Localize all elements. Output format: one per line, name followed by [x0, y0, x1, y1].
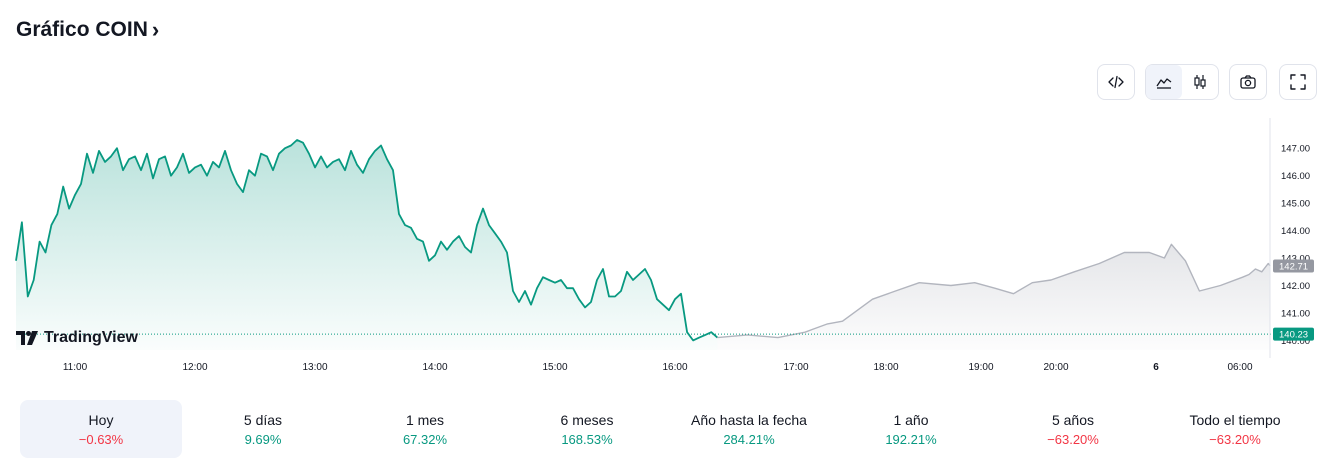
extended-hours-area	[717, 244, 1271, 350]
price-tick-label: 147.00	[1281, 144, 1310, 155]
time-tick-label: 11:00	[63, 362, 88, 373]
price-axis: 147.00 146.00 145.00 144.00 143.00 142.00 141.…	[1269, 118, 1314, 358]
range-tab-label: 1 año	[893, 411, 929, 428]
range-tab-change: −63.20%	[1047, 431, 1099, 447]
time-tick-label: 14:00	[422, 362, 447, 373]
candlestick-icon	[1194, 75, 1206, 89]
range-tab-change: 67.32%	[402, 431, 448, 447]
range-tab-label: Todo el tiempo	[1189, 411, 1281, 428]
last-price-badge	[1273, 259, 1314, 273]
range-tab[interactable]: 1 año 192.21%	[830, 400, 992, 458]
range-tab[interactable]: 1 mes 67.32%	[344, 400, 506, 458]
candlestick-button[interactable]	[1182, 65, 1218, 99]
range-tab[interactable]: 5 días 9.69%	[182, 400, 344, 458]
previous-close-badge	[1273, 327, 1314, 341]
range-tab-label: 1 mes	[405, 411, 445, 428]
time-axis: 11:00 12:00 13:00 14:00 15:00 16:00 17:00 18:00…	[63, 362, 1253, 373]
snapshot-group	[1229, 64, 1267, 100]
chart-style-group	[1145, 64, 1219, 100]
range-tab-change: 168.53%	[561, 431, 613, 447]
regular-session-line	[15, 139, 718, 342]
plot-area	[15, 139, 1272, 350]
time-tick-label: 16:00	[662, 362, 687, 373]
range-tab-change: 9.69%	[244, 431, 282, 447]
range-tab[interactable]: Todo el tiempo −63.20%	[1154, 400, 1316, 458]
price-tick-label: 144.00	[1281, 226, 1310, 237]
range-tab-label: 5 años	[1051, 411, 1095, 428]
tradingview-logo-icon	[16, 331, 38, 345]
time-tick-label: 13:00	[302, 362, 327, 373]
price-tick-label: 146.00	[1281, 171, 1310, 182]
camera-icon	[1240, 75, 1256, 89]
price-tick-label: 142.00	[1281, 281, 1310, 292]
time-tick-label: 06:00	[1227, 362, 1252, 373]
last-price-label: 142.71	[1279, 261, 1308, 272]
time-tick-label: 12:00	[182, 362, 207, 373]
range-tab[interactable]: 5 años −63.20%	[992, 400, 1154, 458]
regular-session-area	[16, 140, 718, 350]
range-tab-label: 5 días	[243, 411, 283, 428]
range-tab-label: 6 meses	[560, 411, 614, 428]
price-tick-label: 141.00	[1281, 308, 1310, 319]
range-tab[interactable]: 6 meses 168.53%	[506, 400, 668, 458]
range-selector: Hoy −0.63% 5 días 9.69% 1 mes 67.32% 6 meses 16…	[20, 400, 1316, 458]
price-tick-label: 145.00	[1281, 199, 1310, 210]
area-chart-icon	[1156, 78, 1172, 89]
snapshot-button[interactable]	[1230, 65, 1266, 99]
price-tick-label: 143.00	[1281, 254, 1310, 265]
time-tick-label: 15:00	[542, 362, 567, 373]
previous-close-label: 140.23	[1279, 330, 1308, 341]
chart-title-link[interactable]: Gráfico COIN ›	[16, 18, 159, 42]
range-tab[interactable]: Hoy −0.63%	[20, 400, 182, 458]
price-chart[interactable]: 147.00 146.00 145.00 144.00 143.00 142.00 141.…	[0, 118, 1337, 380]
range-tab-change: −0.63%	[78, 431, 124, 447]
tradingview-logo-text: TradingView	[44, 329, 138, 346]
embed-code-icon	[1108, 75, 1124, 89]
time-tick-label: 18:00	[873, 362, 898, 373]
range-tab-label: Año hasta la fecha	[691, 411, 807, 428]
range-tab-change: −63.20%	[1209, 431, 1261, 447]
range-tab-change: 284.21%	[723, 431, 775, 447]
fullscreen-button[interactable]	[1280, 65, 1316, 99]
range-tab-label: Hoy	[88, 411, 114, 428]
time-tick-label: 6	[1153, 362, 1159, 373]
embed-button-group	[1097, 64, 1135, 100]
price-tick-label: 140.00	[1281, 336, 1310, 347]
area-chart-button[interactable]	[1146, 65, 1182, 99]
tradingview-logo[interactable]: TradingView	[16, 329, 138, 347]
time-tick-label: 20:00	[1043, 362, 1068, 373]
fullscreen-icon	[1290, 74, 1306, 90]
range-tab[interactable]: Año hasta la fecha 284.21%	[668, 400, 830, 458]
fullscreen-group	[1279, 64, 1317, 100]
chevron-right-icon: ›	[151, 17, 160, 42]
page-title: Gráfico COIN	[16, 18, 148, 41]
time-tick-label: 19:00	[968, 362, 993, 373]
embed-code-button[interactable]	[1098, 65, 1134, 99]
time-tick-label: 17:00	[783, 362, 808, 373]
range-tab-change: 192.21%	[885, 431, 937, 447]
extended-hours-line	[717, 243, 1271, 339]
